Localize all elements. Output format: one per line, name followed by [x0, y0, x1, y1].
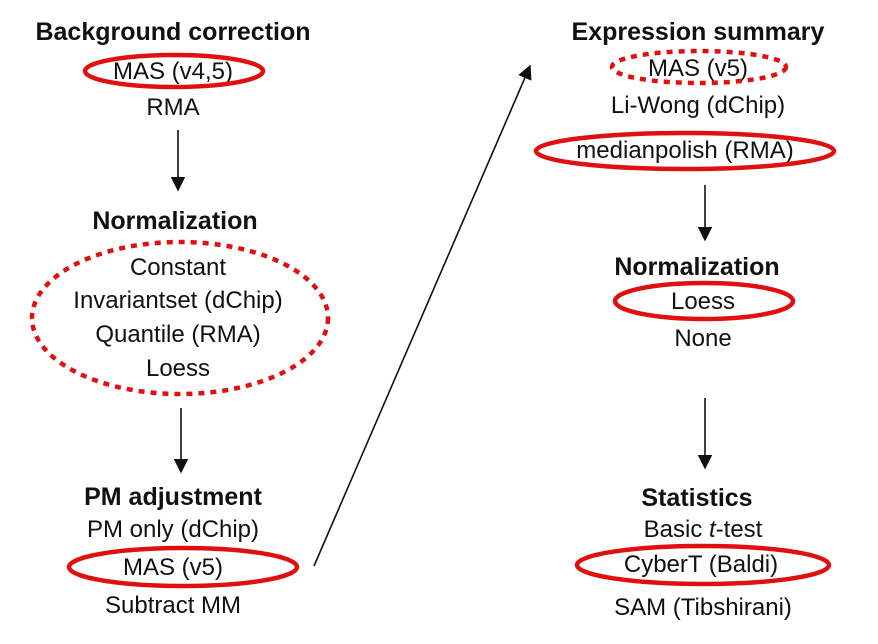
left-normalization-invariantset: Invariantset (dChip) — [73, 287, 283, 314]
pm-only-dchip: PM only (dChip) — [86, 516, 260, 543]
background-mas-v45: MAS (v4,5) — [112, 58, 234, 85]
expression-summary-title: Expression summary — [571, 18, 825, 46]
pm-adjustment-title: PM adjustment — [84, 483, 262, 511]
background-rma: RMA — [146, 94, 200, 121]
statistics-title: Statistics — [641, 484, 753, 512]
statistics-cybert: CyberT (Baldi) — [623, 551, 779, 578]
expression-medianpolish: medianpolish (RMA) — [576, 137, 794, 164]
pm-subtract-mm: Subtract MM — [104, 592, 242, 619]
expression-mas-v5: MAS (v5) — [647, 55, 749, 82]
statistics-sam: SAM (Tibshirani) — [614, 594, 792, 621]
background-correction-title: Background correction — [35, 18, 311, 46]
left-normalization-title: Normalization — [92, 207, 258, 235]
arrow-pm-to-expression — [313, 64, 532, 567]
left-normalization-constant: Constant — [129, 254, 227, 281]
left-normalization-quantile: Quantile (RMA) — [95, 321, 261, 348]
left-normalization-loess: Loess — [145, 355, 211, 382]
pm-mas-v5: MAS (v5) — [122, 554, 224, 581]
right-normalization-loess: Loess — [670, 288, 736, 315]
expression-li-wong: Li-Wong (dChip) — [610, 92, 786, 119]
statistics-basic-t-test: Basic t-test — [643, 516, 763, 543]
right-normalization-title: Normalization — [614, 253, 780, 281]
right-normalization-none: None — [674, 325, 732, 352]
